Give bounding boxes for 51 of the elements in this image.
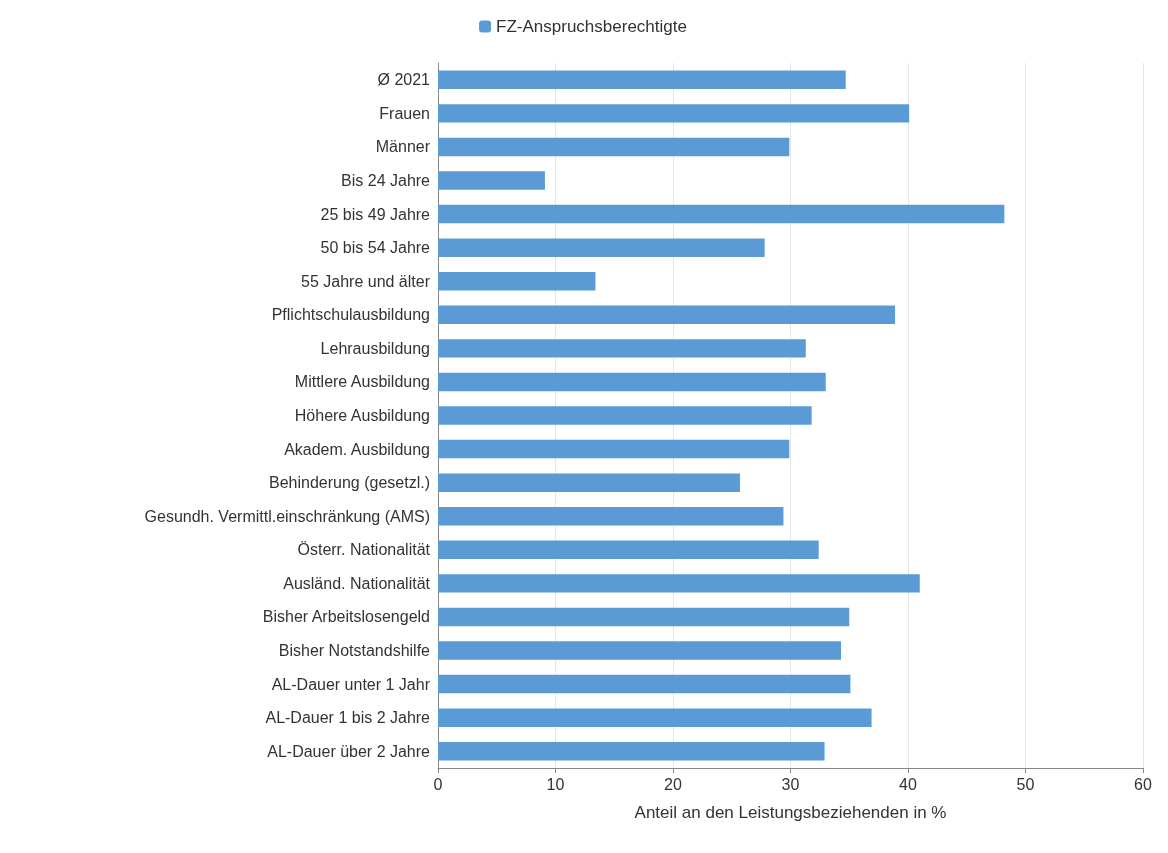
bar: [438, 439, 790, 459]
y-tick-label: Ø 2021: [377, 71, 431, 89]
y-tick-label: Männer: [375, 138, 431, 156]
bar: [438, 506, 784, 526]
y-tick-label: 25 bis 49 Jahre: [320, 205, 431, 223]
y-tick-label: Ausländ. Nationalität: [283, 574, 431, 592]
bar: [438, 204, 1005, 224]
y-tick-label: Pflichtschulausbildung: [271, 306, 430, 324]
bar: [438, 372, 826, 392]
x-axis-title: Anteil an den Leistungsbeziehenden in %: [634, 803, 947, 822]
y-tick-label: Gesundh. Vermittl.einschränkung (AMS): [144, 507, 430, 525]
x-tick-label: 30: [781, 775, 800, 793]
y-tick-label: Höhere Ausbildung: [294, 407, 430, 424]
x-tick-label: 10: [546, 775, 565, 793]
y-tick-label: Bis 24 Jahre: [341, 172, 431, 189]
x-tick-label: 50: [1016, 775, 1035, 793]
y-tick-label: Akadem. Ausbildung: [284, 440, 430, 458]
y-tick-label: Bisher Arbeitslosengeld: [262, 608, 430, 626]
y-tick-label: 50 bis 54 Jahre: [320, 239, 431, 257]
y-tick-label: AL-Dauer unter 1 Jahr: [271, 675, 431, 693]
bar: [438, 540, 819, 560]
bar: [438, 238, 765, 257]
bar: [438, 641, 842, 660]
bar: [438, 607, 850, 627]
bar: [438, 741, 825, 761]
x-tick-label: 20: [664, 775, 682, 793]
bar: [438, 406, 812, 425]
x-tick-label: 60: [1134, 775, 1152, 793]
x-tick-label: 0: [433, 775, 443, 793]
bar: [438, 574, 920, 593]
y-tick-label: Behinderung (gesetzl.): [269, 474, 430, 492]
x-tick-label: 40: [899, 775, 917, 793]
bar: [438, 104, 910, 123]
y-tick-label: Bisher Notstandshilfe: [278, 642, 431, 659]
bar: [438, 473, 740, 492]
bar: [438, 674, 851, 694]
bar: [438, 70, 846, 90]
y-tick-label: Mittlere Ausbildung: [294, 373, 430, 391]
y-tick-label: Österr. Nationalität: [297, 541, 431, 559]
bar: [438, 305, 896, 325]
y-tick-label: 55 Jahre und älter: [301, 272, 431, 290]
y-tick-label: AL-Dauer über 2 Jahre: [267, 742, 431, 760]
y-tick-label: Frauen: [379, 104, 430, 122]
bar: [438, 171, 545, 190]
y-tick-label: Lehrausbildung: [320, 339, 430, 357]
bar: [438, 339, 806, 358]
bar: [438, 708, 872, 727]
legend-label: FZ-Anspruchsberechtigte: [496, 17, 687, 36]
y-tick-label: AL-Dauer 1 bis 2 Jahre: [265, 709, 431, 727]
bar: [438, 137, 790, 157]
bar: [438, 271, 596, 291]
